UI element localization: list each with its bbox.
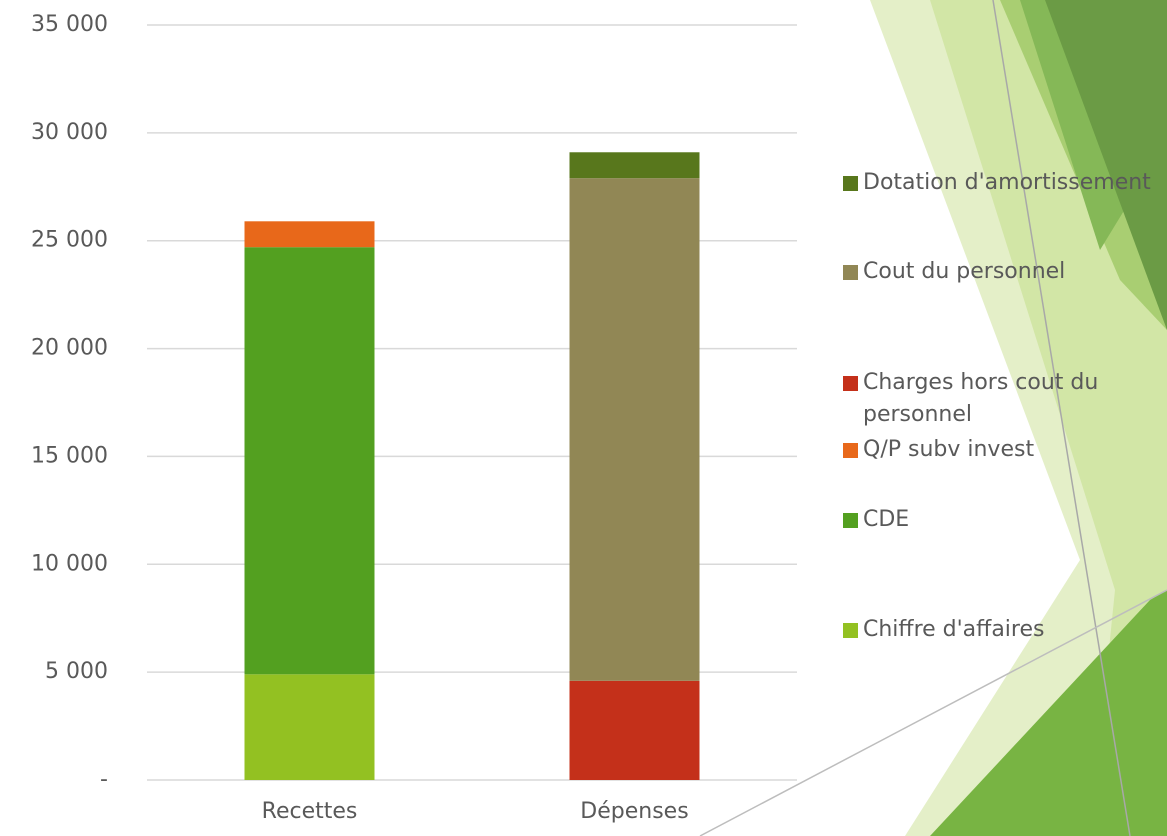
y-tick-label: 30 000 <box>31 120 108 145</box>
legend-item: CDE <box>843 504 1161 536</box>
y-tick-label: 15 000 <box>31 443 108 468</box>
legend-swatch <box>843 376 858 391</box>
bar-segment <box>244 674 375 780</box>
bar-segment <box>569 680 700 780</box>
y-tick-label: 35 000 <box>31 12 108 37</box>
legend-label: Q/P subv invest <box>863 437 1035 462</box>
legend-label: CDE <box>863 507 910 532</box>
legend-item: Q/P subv invest <box>843 434 1161 466</box>
legend-item: Charges hors cout du personnel <box>843 367 1161 431</box>
bar-segment <box>569 178 700 681</box>
x-tick-label: Recettes <box>262 799 358 824</box>
x-tick-label: Dépenses <box>580 799 688 824</box>
legend-item: Cout du personnel <box>843 256 1161 288</box>
legend-swatch <box>843 176 858 191</box>
bar-segment <box>244 247 375 675</box>
legend-label: Chiffre d'affaires <box>863 617 1045 642</box>
legend-swatch <box>843 513 858 528</box>
legend-item: Dotation d'amortissement <box>843 167 1161 199</box>
y-tick-label: 25 000 <box>31 228 108 253</box>
legend-label: Cout du personnel <box>863 259 1066 284</box>
bar-segment <box>244 221 375 248</box>
legend-swatch <box>843 265 858 280</box>
legend-label: Charges hors cout du personnel <box>863 370 1099 427</box>
y-tick-label: - <box>100 767 108 792</box>
legend-item: Chiffre d'affaires <box>843 614 1161 646</box>
background-decoration <box>699 0 1167 836</box>
y-tick-label: 5 000 <box>45 659 108 684</box>
legend-swatch <box>843 623 858 638</box>
legend-label: Dotation d'amortissement <box>863 170 1151 195</box>
y-tick-label: 10 000 <box>31 551 108 576</box>
y-tick-label: 20 000 <box>31 336 108 361</box>
bar-segment <box>569 152 700 179</box>
legend-swatch <box>843 443 858 458</box>
